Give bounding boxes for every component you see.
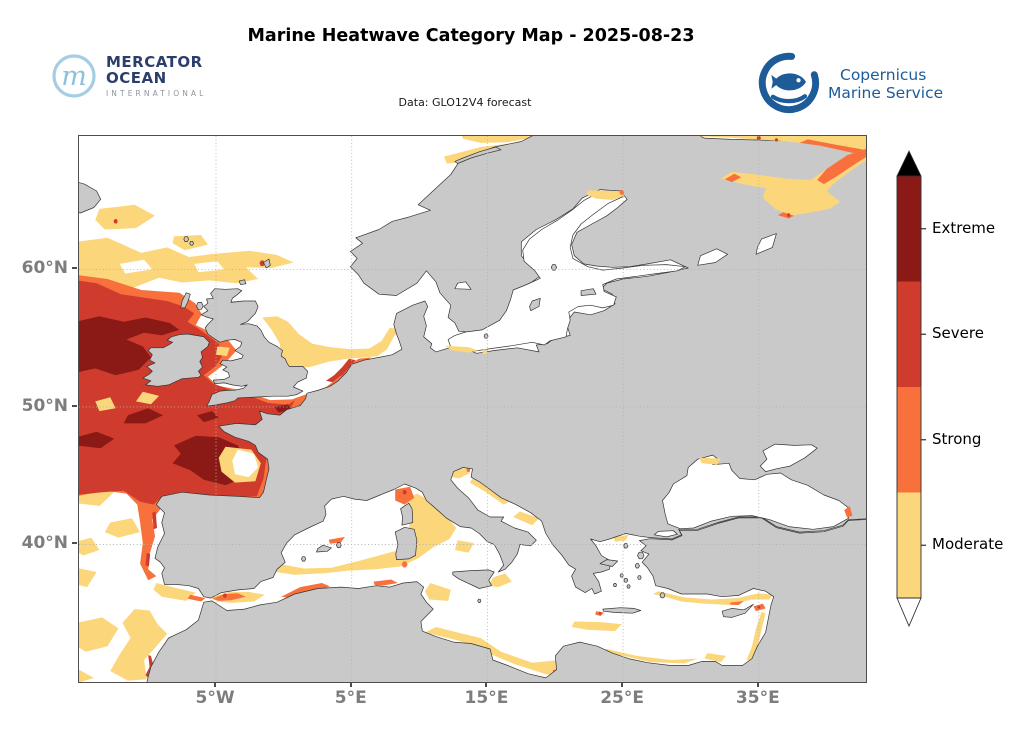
colorbar-top-arrow [897,151,921,176]
copernicus-fish-icon [758,52,822,116]
coastline-region [635,564,639,568]
coastline-region [395,527,417,559]
europe-map-svg [79,136,866,682]
mercator-ocean-logo: m MERCATOR OCEAN INTERNATIONAL [50,52,206,104]
legend-label-moderate: Moderate [932,535,1003,553]
mercator-tagline: INTERNATIONAL [106,89,206,98]
coastline-region [190,241,194,245]
coastline-region [627,585,630,588]
coastline-region [613,583,616,586]
coastline-region [624,578,628,582]
figure-canvas: Marine Heatwave Category Map - 2025-08-2… [0,0,1024,730]
y-axis-tick-50: 50°N [16,396,68,416]
coastline-region [660,593,665,598]
coastline-region [301,557,305,561]
mercator-m-circle-icon: m [50,52,98,100]
x-axis-tick-25: 25°E [600,688,644,708]
coastline-region [196,302,203,309]
colorbar-legend: Extreme Severe Strong Moderate [880,145,1024,690]
page-title: Marine Heatwave Category Map - 2025-08-2… [0,26,942,46]
colorbar-band-strong [897,387,921,493]
x-axis-tick--5: 5°W [195,688,234,708]
europe-map [78,135,867,683]
x-axis-tick-15: 15°E [465,688,509,708]
coastline-region [478,599,481,602]
x-axis-tickmark [350,682,352,687]
coastline-region [638,552,645,559]
legend-label-extreme: Extreme [932,219,995,237]
colorbar-band-extreme [897,176,921,282]
x-axis-tick-5: 5°E [335,688,367,708]
mercator-wordmark-line2: OCEAN [106,70,206,86]
x-axis-tickmark [485,682,487,687]
coastline-region [184,237,189,242]
colorbar-band-moderate [897,493,921,599]
x-axis-tickmark [757,682,759,687]
y-axis-tickmark [72,542,77,544]
copernicus-wordmark-line1: Copernicus [840,66,943,84]
y-axis-tick-60: 60°N [16,258,68,278]
svg-text:m: m [61,61,87,92]
y-axis-tickmark [72,267,77,269]
copernicus-logo: Copernicus Marine Service [758,52,943,116]
y-axis-tickmark [72,405,77,407]
mercator-wordmark-line1: MERCATOR [106,54,206,70]
y-axis-tick-40: 40°N [16,533,68,553]
x-axis-tickmark [621,682,623,687]
x-axis-tickmark [214,682,216,687]
copernicus-wordmark-line2: Marine Service [828,84,943,102]
coastline-region [638,576,642,580]
coastline-region [336,543,341,548]
legend-label-strong: Strong [932,430,981,448]
colorbar-bottom-arrow [897,598,921,626]
colorbar-band-severe [897,282,921,388]
legend-label-severe: Severe [932,324,984,342]
x-axis-tick-35: 35°E [736,688,780,708]
